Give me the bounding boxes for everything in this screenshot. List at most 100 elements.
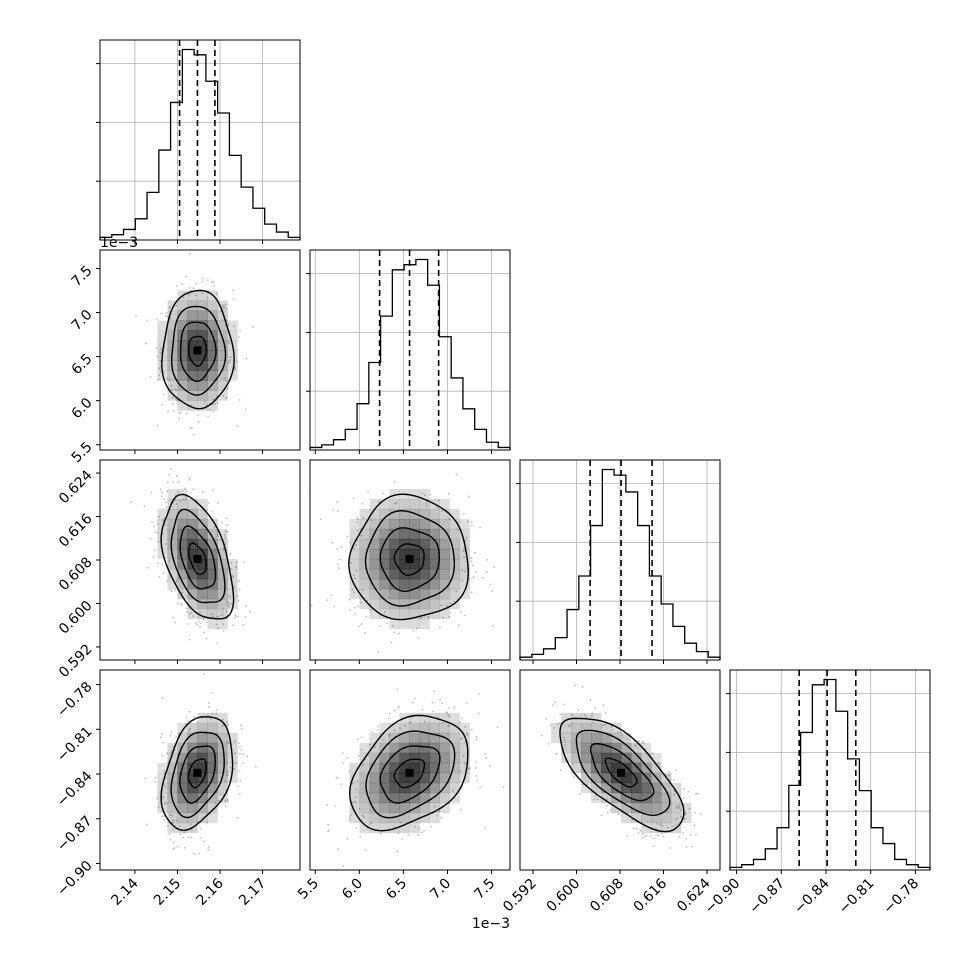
density-cell [217,722,228,734]
density-cell [197,732,208,744]
density-cell [177,320,188,331]
sample-point [586,783,588,786]
sample-point [502,786,505,788]
density-cell [177,568,188,580]
sample-point [231,575,234,577]
sample-point [431,701,434,704]
density-cell [177,340,188,351]
density-cell [217,330,228,341]
sample-point [369,609,372,612]
sample-point [237,336,240,339]
density-cell [439,578,450,590]
sample-point [559,769,562,771]
density-cell [369,822,380,834]
sample-point [202,840,205,843]
density-cell [449,782,460,794]
sample-point [448,707,450,709]
sample-point [175,304,178,307]
density-cell [187,290,198,301]
density-cell [207,598,218,610]
sample-point [462,550,465,553]
sample-point [398,705,401,708]
scatter-panel-2-1 [309,459,511,661]
sample-point [432,690,435,693]
sample-point [674,823,677,826]
density-cell [197,598,208,610]
sample-point [152,525,155,528]
sample-point [699,812,702,815]
sample-point [339,558,342,561]
density-cell [197,548,208,560]
sample-point [401,838,404,840]
density-cell [621,732,632,744]
sample-point [212,280,215,283]
density-cell [379,752,390,764]
density-cell [379,558,390,570]
sample-point [463,513,465,515]
density-cell [369,812,380,824]
sample-point [175,503,178,506]
sample-point [217,535,219,538]
sample-point [653,837,656,840]
sample-point [162,796,165,798]
sample-point [221,608,224,611]
sample-point [220,310,222,313]
sample-point [429,494,432,496]
sample-point [389,712,391,715]
density-cell [641,762,652,774]
density-cell [429,732,440,744]
sample-point [190,612,193,614]
sample-point [393,481,396,483]
density-cell [359,568,370,580]
density-cell [611,722,622,734]
density-cell [399,732,410,744]
sample-point [156,797,159,800]
density-cell [439,742,450,754]
density-cell [369,508,380,520]
sample-point [581,685,584,688]
sample-point [233,768,235,771]
sample-point [170,384,173,387]
sample-point [333,605,336,608]
density-cell [581,772,592,784]
density-peak [193,768,202,777]
sample-point [205,621,208,624]
density-cell [439,518,450,530]
density-cell [611,762,622,774]
density-cell [601,772,612,784]
sample-point [661,824,664,827]
sample-point [240,724,242,727]
sample-point [192,287,195,290]
sample-point [145,342,147,345]
sample-point [398,632,400,635]
sample-point [164,314,167,317]
density-cell [419,732,430,744]
sample-point [234,367,237,370]
sample-point [447,492,450,495]
panel-content [540,684,702,849]
sample-point [227,387,229,389]
sample-point [617,813,620,815]
density-cell [187,742,198,754]
density-cell [207,722,218,734]
density-cell [379,812,390,824]
sample-point [651,752,654,755]
sample-point [160,312,162,315]
density-peak [617,768,626,777]
sample-point [358,625,361,628]
density-cell [177,538,188,550]
sample-point [172,819,174,822]
sample-point [609,809,612,812]
density-cell [207,608,218,620]
sample-point [211,403,214,406]
density-cell [177,330,188,341]
density-cell [157,538,168,550]
sample-point [399,727,402,730]
sample-point [441,721,444,724]
sample-point [210,281,213,284]
sample-point [174,621,176,624]
sample-point [353,591,355,594]
density-cell [611,742,622,754]
density-cell [359,528,370,540]
sample-point [158,515,161,518]
